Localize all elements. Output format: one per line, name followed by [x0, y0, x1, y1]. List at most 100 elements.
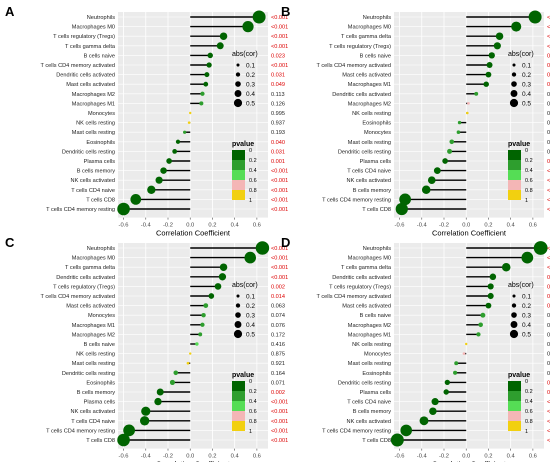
legend-abs-label: 0.4 [522, 322, 531, 329]
pvalue-label: <0.001 [271, 15, 288, 21]
pvalue-label: 0.001 [271, 159, 285, 165]
lollipop-point [219, 263, 228, 271]
category-label: T cells CD4 naive [71, 419, 115, 425]
pvalue-label: <0.001 [547, 25, 550, 31]
pvalue-label: 0.004 [547, 284, 550, 290]
lollipop-point [219, 32, 228, 40]
category-label: Monocytes [364, 130, 391, 136]
category-label: Plasma cells [360, 159, 392, 165]
x-tick-label: -0.4 [417, 223, 428, 229]
legend-abs-symbol [511, 312, 517, 318]
legend-pvalue-swatch [232, 421, 245, 431]
legend-abs-label: 0.3 [522, 313, 531, 320]
x-tick-label: 0.4 [507, 454, 516, 460]
lollipop-point [186, 361, 190, 365]
pvalue-label: 0.031 [271, 73, 285, 79]
pvalue-label: 0.960 [547, 342, 550, 348]
lollipop-point [399, 193, 411, 206]
pvalue-label: 0.922 [547, 111, 550, 117]
x-tick-label: -0.4 [141, 223, 152, 229]
x-tick-label: 0.0 [462, 454, 470, 460]
pvalue-label: <0.001 [547, 409, 550, 415]
legend-pvalue-swatch [232, 150, 245, 160]
category-label: T cells CD8 [362, 438, 391, 444]
pvalue-label: <0.001 [271, 400, 288, 406]
legend-pvalue-tick: 1 [525, 429, 528, 435]
lollipop-point [203, 81, 209, 87]
legend-pvalue-tick: 0.2 [525, 158, 533, 164]
lollipop-point [447, 148, 453, 154]
category-label: B cells naive [84, 53, 115, 59]
x-tick-label: 0.0 [186, 223, 194, 229]
pvalue-label: <0.001 [271, 428, 288, 434]
panel-label: A [5, 4, 15, 19]
pvalue-label: 0.023 [271, 53, 285, 59]
lollipop-point [169, 379, 176, 385]
pvalue-label: <0.001 [547, 428, 550, 434]
category-label: T cells CD4 memory resting [46, 207, 115, 213]
lollipop-point [431, 398, 439, 406]
legend-abs-symbol [236, 63, 240, 67]
pvalue-label: <0.001 [271, 188, 288, 194]
x-tick-label: -0.2 [163, 223, 173, 229]
legend-abs-symbol [235, 303, 241, 308]
pvalue-label: 0.671 [547, 101, 550, 107]
category-label: Eosinophils [86, 140, 115, 146]
category-label: Plasma cells [84, 159, 116, 165]
category-label: Neutrophils [363, 246, 391, 252]
legend-pvalue-tick: 0.8 [249, 419, 257, 425]
category-label: Mast cells resting [72, 130, 115, 136]
pvalue-label: <0.001 [271, 207, 288, 213]
lollipop-point [130, 194, 142, 205]
legend-abs-label: 0.1 [246, 63, 255, 70]
lollipop-point [390, 433, 404, 447]
category-label: T cells gamma delta [341, 34, 392, 40]
pvalue-label: 0.006 [547, 63, 550, 69]
legend-abs-title: abs(cor) [232, 51, 258, 58]
pvalue-label: 0.113 [271, 92, 285, 98]
legend-pvalue-tick: 0.8 [525, 419, 533, 425]
panel-a: A Neutrophils <0.001 Macrophages M0 <0.001 T … [5, 4, 288, 238]
pvalue-label: 0.013 [547, 73, 550, 79]
lollipop-point [218, 273, 227, 281]
lollipop-point [147, 185, 156, 194]
legend-pvalue-tick: 1 [249, 198, 252, 204]
legend-pvalue-swatch [232, 381, 245, 391]
x-tick-label: 0.6 [253, 223, 261, 229]
pvalue-label: 0.002 [271, 284, 285, 290]
pvalue-label: 0.995 [271, 111, 285, 117]
lollipop-point [466, 111, 469, 115]
lollipop-point [429, 407, 437, 415]
lollipop-point [483, 81, 489, 87]
category-label: Mast cells activated [342, 73, 391, 79]
lollipop-point [476, 332, 481, 337]
pvalue-label: <0.001 [271, 265, 288, 271]
category-label: Dendritic cells activated [332, 92, 391, 98]
legend-abs-symbol [236, 294, 240, 298]
category-label: B cells memory [77, 169, 115, 175]
category-label: T cells regulatory (Tregs) [329, 284, 391, 290]
pvalue-label: 0.937 [271, 121, 285, 127]
category-label: Dendritic cells resting [338, 149, 391, 155]
legend-abs-symbol [235, 81, 241, 87]
pvalue-label: <0.001 [271, 25, 288, 31]
category-label: Plasma cells [360, 390, 392, 396]
legend-abs-title: abs(cor) [508, 282, 534, 289]
pvalue-label: 0.004 [547, 275, 550, 281]
pvalue-label: <0.001 [547, 419, 550, 425]
category-label: Macrophages M0 [72, 25, 115, 31]
pvalue-label: 0.031 [271, 149, 285, 155]
category-label: T cells CD4 memory resting [46, 428, 115, 434]
lollipop-point [493, 42, 501, 50]
lollipop-point [421, 185, 431, 195]
lollipop-point [395, 202, 408, 216]
pvalue-label: <0.001 [547, 256, 550, 262]
category-label: T cells CD4 memory activated [316, 63, 391, 69]
lollipop-point [252, 10, 266, 24]
lollipop-point [465, 342, 468, 346]
lollipop-point [189, 111, 192, 115]
lollipop-point [427, 176, 436, 185]
legend-pvalue-tick: 0.4 [525, 168, 533, 174]
legend-pvalue-tick: 0 [525, 148, 528, 154]
